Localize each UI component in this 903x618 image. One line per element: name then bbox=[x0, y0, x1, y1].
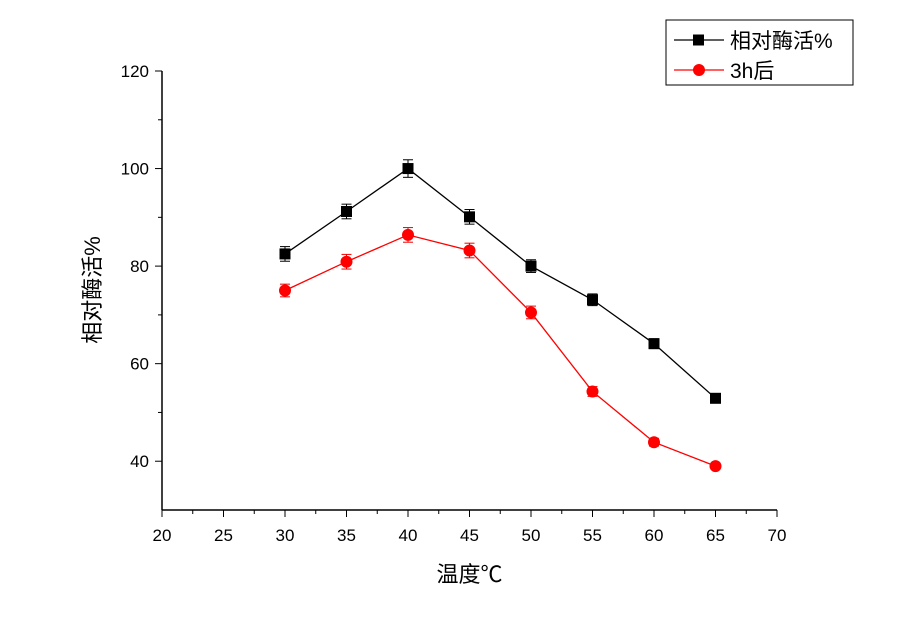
data-point-square bbox=[587, 294, 598, 306]
data-point-circle bbox=[279, 284, 291, 297]
data-point-circle bbox=[586, 385, 599, 398]
y-tick-label: 80 bbox=[130, 257, 149, 276]
x-tick-label: 45 bbox=[460, 526, 479, 545]
series-line bbox=[284, 167, 716, 399]
data-point-circle bbox=[709, 460, 722, 473]
legend-label: 3h后 bbox=[730, 60, 774, 83]
x-axis-label: 温度℃ bbox=[436, 562, 502, 587]
x-tick-label: 35 bbox=[337, 526, 356, 545]
y-axis-label: 相对酶活% bbox=[80, 236, 105, 344]
x-tick-label: 40 bbox=[399, 526, 418, 545]
legend-marker-square bbox=[693, 34, 704, 46]
data-point-circle bbox=[463, 244, 476, 257]
data-point-circle bbox=[648, 436, 660, 449]
y-tick-label: 60 bbox=[130, 355, 149, 374]
data-point-square bbox=[279, 248, 291, 260]
series-line bbox=[284, 234, 716, 467]
x-tick-label: 70 bbox=[768, 526, 787, 545]
data-point-square bbox=[525, 260, 537, 272]
y-tick-label: 40 bbox=[130, 452, 149, 471]
y-tick-label: 100 bbox=[121, 160, 149, 179]
data-point-square bbox=[710, 392, 721, 404]
x-tick-label: 50 bbox=[522, 526, 541, 545]
data-point-circle bbox=[402, 228, 414, 241]
x-tick-label: 65 bbox=[706, 526, 725, 545]
data-point-square bbox=[402, 163, 414, 175]
y-tick-label: 120 bbox=[121, 62, 149, 81]
x-tick-label: 25 bbox=[214, 526, 233, 545]
data-point-circle bbox=[525, 306, 537, 319]
x-tick-label: 55 bbox=[583, 526, 602, 545]
data-point-square bbox=[464, 211, 475, 223]
data-point-square bbox=[648, 338, 660, 350]
x-tick-label: 30 bbox=[276, 526, 295, 545]
x-tick-label: 20 bbox=[153, 526, 172, 545]
data-point-square bbox=[341, 205, 352, 217]
legend-label: 相对酶活% bbox=[730, 30, 833, 53]
data-point-circle bbox=[340, 255, 353, 268]
legend-marker-circle bbox=[693, 64, 705, 76]
x-tick-label: 60 bbox=[645, 526, 664, 545]
